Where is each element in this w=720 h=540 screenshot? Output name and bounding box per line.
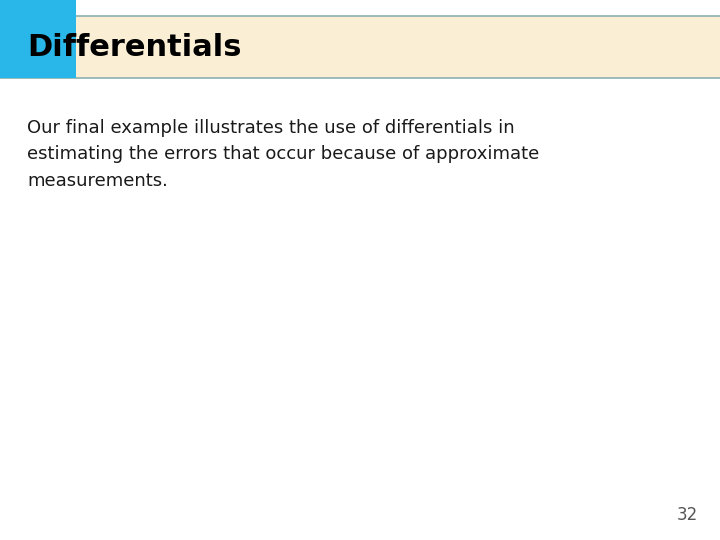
Text: Our final example illustrates the use of differentials in
estimating the errors : Our final example illustrates the use of…	[27, 119, 539, 190]
Bar	[0, 0, 76, 78]
Text: Differentials: Differentials	[27, 33, 242, 62]
Bar	[0, 16, 720, 78]
Text: 32: 32	[677, 506, 698, 524]
